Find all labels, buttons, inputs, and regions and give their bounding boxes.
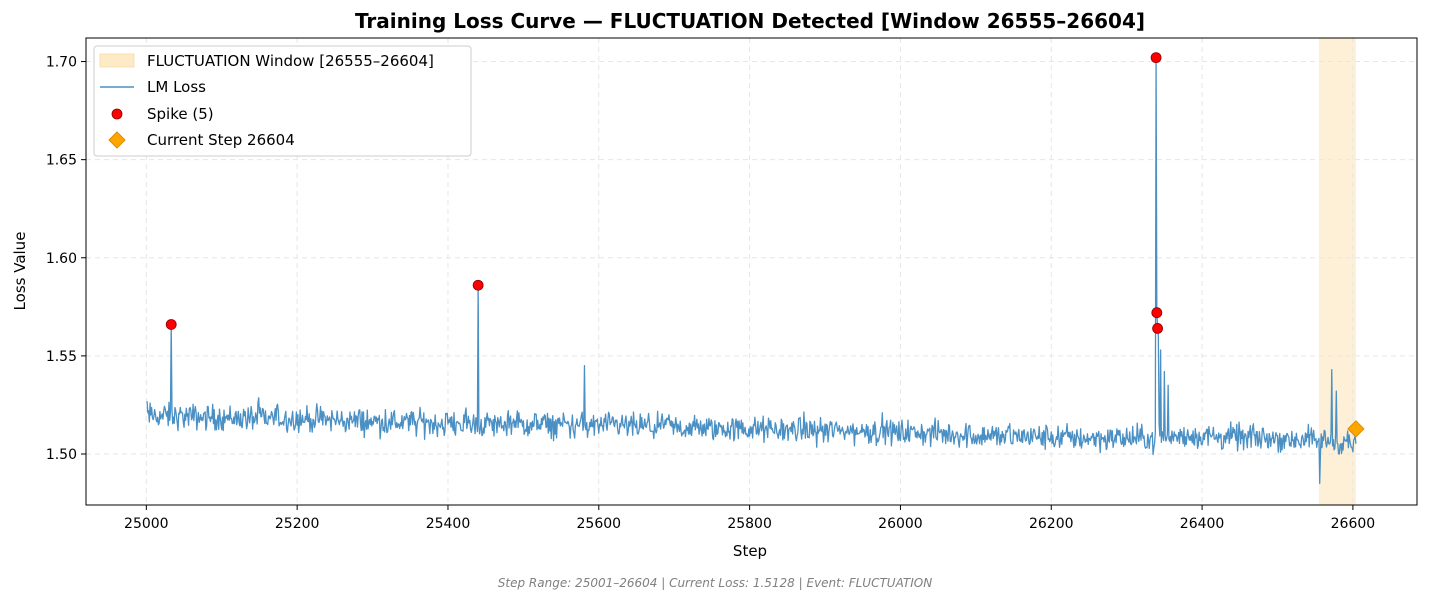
x-axis-label: Step bbox=[733, 542, 767, 560]
x-tick-label: 26000 bbox=[878, 516, 923, 532]
legend-label: FLUCTUATION Window [26555–26604] bbox=[147, 52, 434, 70]
legend-swatch-spike bbox=[111, 108, 123, 120]
spike-marker bbox=[1150, 52, 1162, 64]
legend-label: LM Loss bbox=[147, 78, 206, 96]
y-tick-label: 1.70 bbox=[46, 55, 77, 71]
y-tick-label: 1.60 bbox=[46, 251, 77, 267]
y-tick-label: 1.50 bbox=[46, 447, 77, 463]
y-tick-label: 1.55 bbox=[46, 349, 77, 365]
x-tick-label: 26400 bbox=[1180, 516, 1225, 532]
legend-swatch-band bbox=[99, 53, 135, 68]
legend-box bbox=[93, 45, 472, 157]
x-tick-label: 25600 bbox=[577, 516, 622, 532]
x-tick-label: 26600 bbox=[1331, 516, 1376, 532]
x-tick-label: 25800 bbox=[727, 516, 772, 532]
spike-marker bbox=[1152, 323, 1163, 334]
lm-loss-line bbox=[146, 56, 1357, 485]
legend-label: Current Step 26604 bbox=[147, 131, 295, 149]
spike-marker bbox=[1151, 307, 1163, 319]
legend-label: Spike (5) bbox=[147, 105, 214, 123]
chart-title: Training Loss Curve — FLUCTUATION Detect… bbox=[355, 9, 1145, 33]
spike-marker bbox=[165, 319, 177, 330]
x-tick-label: 25200 bbox=[275, 516, 320, 532]
legend-swatch-current bbox=[108, 131, 126, 149]
x-tick-label: 25000 bbox=[124, 516, 169, 532]
y-axis-label: Loss Value bbox=[11, 232, 29, 311]
spike-marker bbox=[472, 279, 484, 291]
plot-frame bbox=[85, 37, 1418, 506]
x-tick-label: 26200 bbox=[1029, 516, 1074, 532]
y-tick-label: 1.65 bbox=[46, 153, 77, 169]
current-step-marker bbox=[1347, 420, 1365, 438]
footer-summary: Step Range: 25001–26604 | Current Loss: … bbox=[498, 576, 932, 590]
x-tick-label: 25400 bbox=[426, 516, 471, 532]
